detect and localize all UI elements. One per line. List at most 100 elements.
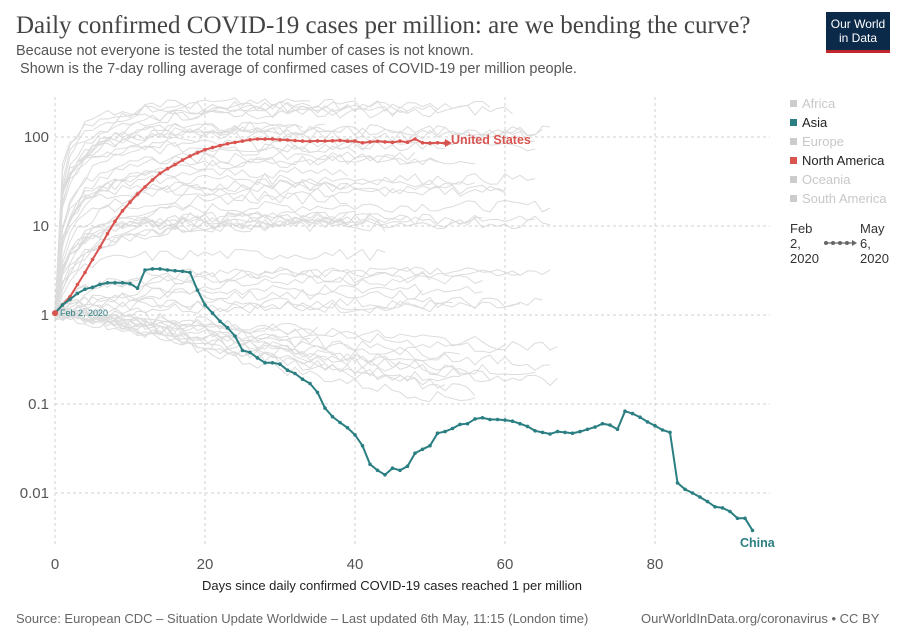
china-point[interactable] (360, 443, 365, 448)
china-point[interactable] (143, 268, 147, 272)
china-point[interactable] (548, 432, 552, 436)
china-point[interactable] (525, 424, 530, 429)
china-point[interactable] (105, 281, 110, 285)
china-point[interactable] (135, 286, 140, 291)
china-point[interactable] (668, 430, 672, 435)
china-point[interactable] (675, 481, 680, 485)
china-point[interactable] (510, 419, 515, 424)
united-states-point[interactable] (165, 166, 170, 171)
legend-item-north-america[interactable]: North America (790, 153, 885, 168)
china-point[interactable] (503, 418, 507, 422)
china-point[interactable] (450, 426, 455, 431)
united-states-point[interactable] (233, 140, 237, 145)
united-states-point[interactable] (135, 192, 140, 196)
china-point[interactable] (495, 417, 500, 422)
united-states-point[interactable] (323, 139, 327, 143)
china-point[interactable] (233, 334, 237, 338)
china-point[interactable] (660, 428, 665, 432)
china-point[interactable] (285, 368, 290, 373)
china-point[interactable] (173, 268, 177, 273)
united-states-point[interactable] (188, 154, 192, 158)
china-point[interactable] (203, 303, 207, 307)
china-point[interactable] (465, 421, 470, 426)
china-point[interactable] (743, 516, 747, 521)
china-point[interactable] (308, 381, 312, 386)
china-point[interactable] (413, 451, 417, 456)
china-point[interactable] (443, 429, 447, 434)
china-point[interactable] (435, 431, 440, 436)
china-point[interactable] (645, 420, 650, 424)
united-states-point[interactable] (180, 158, 185, 162)
china-point[interactable] (83, 287, 87, 292)
united-states-point[interactable] (285, 138, 290, 142)
china-point[interactable] (750, 528, 755, 533)
china-point[interactable] (255, 356, 260, 360)
united-states-point[interactable] (420, 141, 425, 145)
united-states-point[interactable] (248, 138, 252, 142)
china-point[interactable] (300, 377, 305, 382)
china-point[interactable] (60, 303, 65, 307)
china-point[interactable] (728, 509, 732, 514)
united-states-point[interactable] (83, 270, 87, 275)
united-states-point[interactable] (338, 138, 342, 143)
united-states-point[interactable] (173, 162, 177, 167)
china-point[interactable] (563, 430, 567, 435)
china-point[interactable] (405, 464, 410, 469)
china-point[interactable] (420, 447, 425, 452)
china-point[interactable] (690, 491, 695, 495)
china-point[interactable] (240, 348, 245, 353)
united-states-point[interactable] (353, 139, 357, 143)
united-states-point[interactable] (300, 139, 305, 143)
china-point[interactable] (593, 425, 597, 429)
united-states-point[interactable] (218, 143, 222, 148)
united-states-point[interactable] (255, 137, 260, 141)
china-point[interactable] (383, 473, 387, 477)
china-point[interactable] (518, 421, 522, 426)
united-states-point[interactable] (143, 185, 147, 189)
china-point[interactable] (683, 487, 687, 492)
china-point[interactable] (90, 285, 95, 290)
china-point[interactable] (735, 516, 740, 521)
china-point[interactable] (353, 433, 357, 437)
united-states-point[interactable] (158, 171, 162, 176)
china-point[interactable] (533, 429, 537, 433)
china-point[interactable] (180, 269, 185, 274)
china-point[interactable] (578, 429, 582, 434)
china-point[interactable] (270, 361, 275, 365)
china-point[interactable] (368, 462, 372, 467)
china-point[interactable] (375, 468, 380, 473)
united-states-point[interactable] (315, 139, 320, 143)
legend-item-asia[interactable]: Asia (790, 115, 828, 130)
legend-item-africa[interactable]: Africa (790, 96, 836, 111)
china-point[interactable] (555, 429, 560, 434)
united-states-point[interactable] (105, 231, 110, 236)
china-point[interactable] (623, 409, 627, 414)
china-point[interactable] (75, 291, 80, 296)
china-point[interactable] (248, 350, 252, 355)
united-states-label[interactable]: United States (451, 133, 531, 147)
united-states-point[interactable] (428, 141, 432, 145)
china-point[interactable] (263, 361, 267, 365)
united-states-point[interactable] (413, 137, 417, 141)
china-point[interactable] (480, 416, 485, 420)
china-point[interactable] (293, 371, 297, 376)
china-point[interactable] (345, 426, 350, 430)
china-point[interactable] (68, 297, 72, 302)
united-states-point[interactable] (195, 151, 200, 155)
china-point[interactable] (225, 325, 230, 330)
china-point[interactable] (540, 430, 545, 435)
united-states-point[interactable] (360, 141, 365, 145)
united-states-point[interactable] (203, 147, 207, 152)
united-states-point[interactable] (390, 140, 395, 145)
legend-item-south-america[interactable]: South America (790, 191, 887, 206)
china-point[interactable] (653, 423, 657, 428)
china-point[interactable] (428, 443, 432, 448)
china-point[interactable] (218, 319, 222, 324)
united-states-point[interactable] (75, 282, 80, 287)
united-states-point[interactable] (128, 200, 132, 204)
china-point[interactable] (638, 415, 642, 420)
china-point[interactable] (113, 281, 117, 285)
united-states-point[interactable] (435, 141, 440, 145)
china-point[interactable] (188, 270, 192, 275)
